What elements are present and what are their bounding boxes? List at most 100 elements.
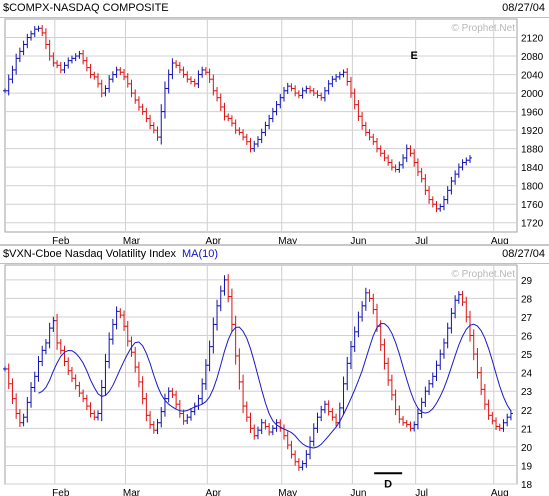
vxn-y-tick-label: 21 [521, 424, 533, 435]
nasdaq-price-bar [296, 90, 301, 99]
nasdaq-price-bar [434, 200, 439, 213]
vxn-price-bar [356, 311, 361, 338]
vxn-price-bar [453, 295, 458, 319]
nasdaq-y-tick-label: 2120 [521, 34, 544, 45]
vxn-price-bar [505, 413, 510, 427]
bottom-chart-header: $VXN-Cboe Nasdaq Volatility Index MA(10)… [0, 246, 549, 264]
nasdaq-price-bar [263, 121, 268, 137]
nasdaq-price-bar [285, 82, 290, 95]
nasdaq-price-bar [241, 129, 246, 141]
vxn-price-bar [363, 287, 368, 311]
vxn-price-bar [62, 345, 67, 367]
vxn-price-bar [174, 390, 179, 409]
vxn-price-bar [304, 450, 309, 468]
nasdaq-y-tick-label: 1720 [521, 219, 544, 230]
vxn-y-tick-label: 28 [521, 294, 533, 305]
nasdaq-price-plot: 1720 1760 1800 1840 1880 1920 1960 2000 2040 2080… [3, 18, 544, 244]
nasdaq-price-bar [196, 70, 201, 89]
vxn-price-bar [248, 412, 253, 433]
vxn-price-bar [371, 293, 376, 315]
vxn-price-bar [69, 366, 74, 383]
nasdaq-price-bar [144, 107, 149, 123]
nasdaq-price-bar [278, 93, 283, 109]
vxn-price-bar [88, 402, 93, 418]
nasdaq-y-tick-label: 1880 [521, 145, 544, 156]
nasdaq-price-bar [159, 104, 164, 145]
vxn-x-tick-label: May [278, 488, 297, 496]
nasdaq-price-bar [88, 63, 93, 79]
nasdaq-y-tick-label: 1920 [521, 126, 544, 137]
vxn-price-bar [99, 379, 104, 422]
nasdaq-price-bar [352, 88, 357, 110]
vxn-price-bar [114, 306, 119, 330]
nasdaq-price-bar [6, 74, 11, 96]
vxn-price-bar [77, 381, 82, 397]
vxn-price-bar [430, 372, 435, 388]
vxn-price-bar [73, 374, 78, 390]
nasdaq-price-bar [55, 60, 60, 69]
vxn-price-bar [285, 431, 290, 450]
vxn-price-bar [84, 394, 89, 410]
vxn-price-bar [233, 315, 238, 365]
nasdaq-price-bar [382, 150, 387, 162]
vxn-price-bar [6, 363, 11, 390]
nasdaq-price-bar [252, 140, 257, 152]
vxn-price-bar [497, 423, 502, 432]
vxn-price-bar [151, 421, 156, 434]
vxn-price-bar [386, 357, 391, 386]
top-chart-date: 08/27/04 [502, 2, 545, 14]
vxn-price-bar [211, 317, 216, 354]
vxn-y-tick-label: 26 [521, 332, 533, 343]
vxn-price-bar [17, 409, 22, 428]
nasdaq-price-bar [174, 60, 179, 69]
nasdaq-price-bar [367, 129, 372, 141]
vxn-price-bar [341, 376, 346, 416]
vxn-price-bar [300, 460, 305, 471]
nasdaq-x-tick-label: Aug [491, 236, 509, 244]
nasdaq-x-tick-label: Feb [52, 236, 70, 244]
nasdaq-price-bar [166, 69, 171, 94]
vxn-price-bar [345, 356, 350, 391]
vxn-y-tick-label: 29 [521, 276, 533, 287]
vxn-y-tick-label: 25 [521, 350, 533, 361]
vxn-price-bar [289, 440, 294, 459]
vxn-price-bar [177, 399, 182, 418]
nasdaq-price-bar [270, 107, 275, 123]
nasdaq-price-bar [155, 126, 160, 141]
nasdaq-price-bar [345, 68, 350, 86]
nasdaq-y-tick-label: 1840 [521, 163, 544, 174]
vxn-price-bar [326, 400, 331, 416]
nasdaq-price-bar [207, 68, 212, 83]
nasdaq-x-tick-label: Apr [206, 236, 222, 244]
nasdaq-price-bar [110, 71, 115, 83]
vxn-y-tick-label: 24 [521, 369, 533, 380]
nasdaq-price-bar [430, 196, 435, 208]
vxn-price-bar [140, 376, 145, 405]
vxn-price-bar [508, 410, 513, 421]
vxn-price-bar [438, 349, 443, 370]
vxn-price-bar [267, 422, 272, 436]
nasdaq-price-bar [445, 186, 450, 204]
nasdaq-price-bar [397, 161, 402, 173]
vxn-moving-average-line [38, 323, 512, 449]
nasdaq-price-bar [237, 127, 242, 136]
bottom-chart-date: 08/27/04 [502, 248, 545, 260]
vxn-price-bar [144, 392, 149, 422]
nasdaq-price-bar [293, 85, 298, 97]
nasdaq-price-bar [107, 75, 112, 93]
nasdaq-price-bar [99, 79, 104, 98]
nasdaq-price-bar [289, 83, 294, 92]
nasdaq-price-bar [311, 87, 316, 96]
nasdaq-price-bar [460, 159, 465, 171]
nasdaq-x-tick-label: Mar [123, 236, 141, 244]
vxn-price-bar [427, 379, 432, 396]
vxn-price-bar [125, 320, 130, 347]
vxn-price-bar [244, 401, 249, 422]
vxn-price-bar [270, 425, 275, 436]
vxn-price-bar [148, 411, 153, 429]
nasdaq-price-bar [133, 89, 138, 104]
vxn-price-bar [482, 383, 487, 410]
vxn-y-tick-label: 27 [521, 313, 533, 324]
vxn-price-bar [14, 393, 19, 419]
nasdaq-plot-frame [4, 18, 518, 233]
